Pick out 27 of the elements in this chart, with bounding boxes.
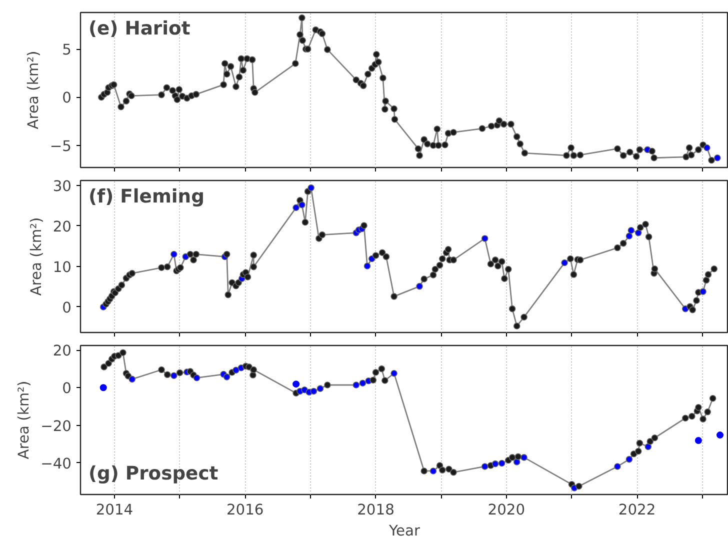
chart-title: (e) Hariot — [88, 18, 190, 40]
y-tick-label: −20 — [40, 418, 72, 435]
y-axis-title: Area (km²) — [16, 380, 33, 460]
y-tick-label: 5 — [62, 42, 72, 59]
y-tick-label: 0 — [62, 380, 72, 398]
y-tick-label: −5 — [50, 138, 72, 155]
y-tick-label: 0 — [62, 299, 72, 316]
y-tick-label: 30 — [52, 178, 72, 195]
y-axis-title: Area (km²) — [28, 217, 45, 296]
y-tick-label: 20 — [52, 218, 72, 236]
point — [716, 432, 724, 439]
text: (g) Prospect — [88, 464, 218, 484]
x-tick-label: 2020 — [488, 502, 526, 518]
chart-title: (f) Fleming — [88, 186, 204, 208]
y-tick-label: 20 — [52, 342, 72, 360]
x-tick-label: 2018 — [357, 502, 394, 518]
y-tick-label: 10 — [52, 258, 72, 276]
x-tick-label: 2022 — [618, 502, 656, 518]
y-axis-title: Area (km²) — [24, 50, 42, 130]
x-tick-label: 2016 — [226, 502, 264, 518]
point — [100, 384, 107, 392]
point — [694, 437, 702, 444]
x-tick-label: 2014 — [96, 502, 134, 518]
x-axis-title: Year — [388, 522, 421, 540]
point — [292, 380, 300, 388]
y-tick-label: 0 — [62, 90, 72, 107]
y-tick-label: −40 — [40, 455, 72, 472]
